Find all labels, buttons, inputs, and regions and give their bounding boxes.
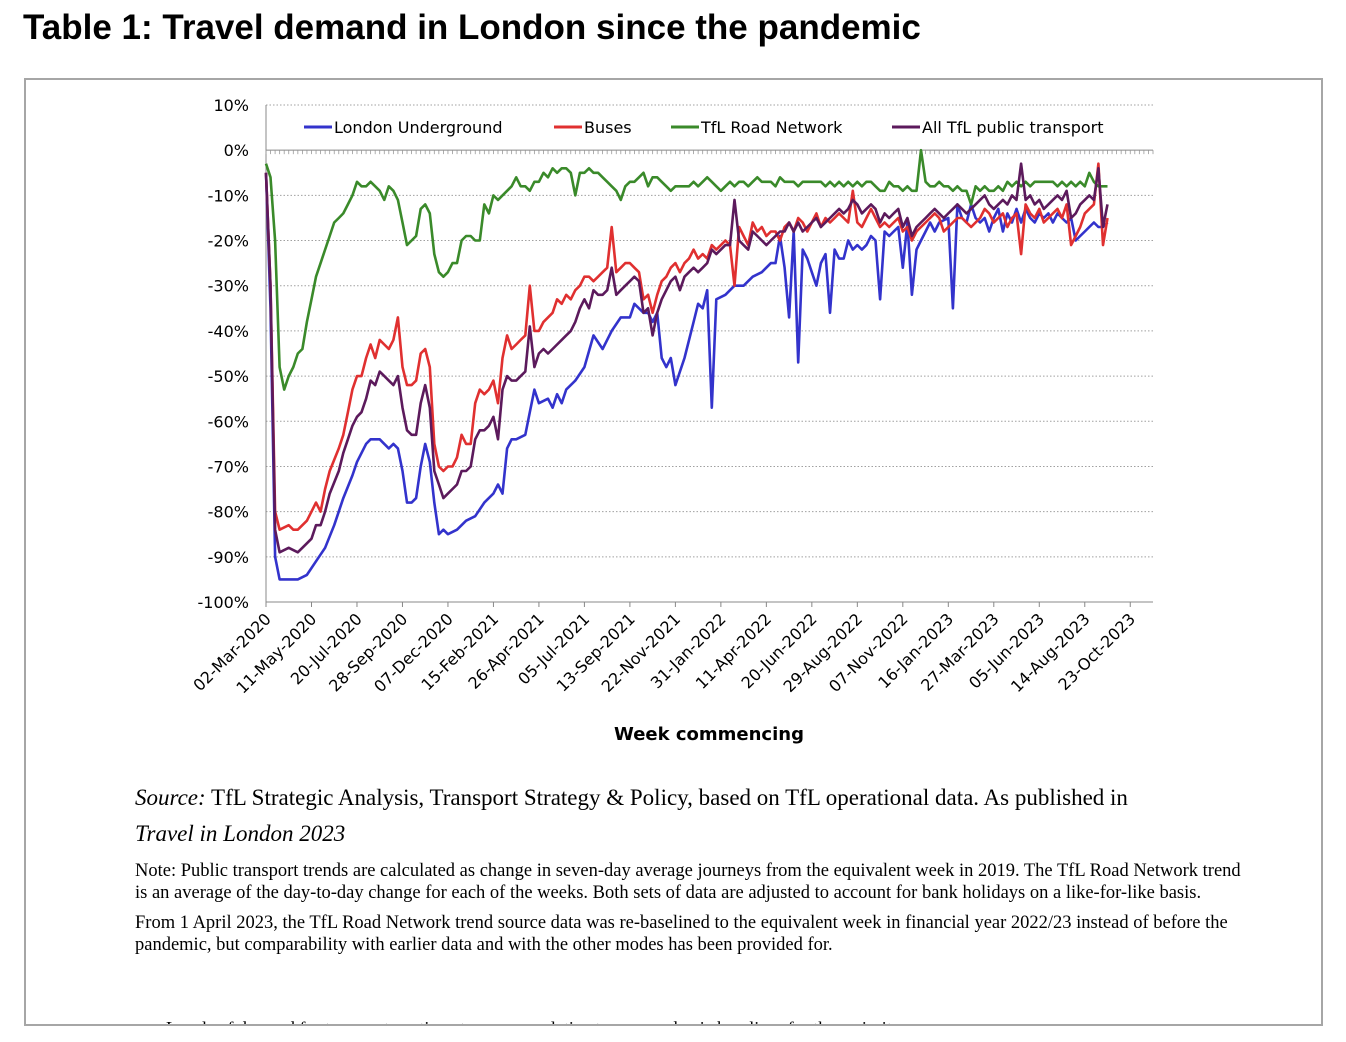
source-publication: Travel in London 2023 — [135, 821, 346, 846]
line-chart: 10% 0% -10% -20% -30% -40% -50% -60% -70% -80% -90… — [189, 96, 1154, 745]
note-paragraph-1: Note: Public transport trends are calcul… — [135, 861, 1241, 903]
figure-frame: 10% 0% -10% -20% -30% -40% -50% -60% -70% -80% -90… — [24, 78, 1323, 1026]
legend-label: All TfL public transport — [922, 118, 1103, 137]
page-title: Table 1: Travel demand in London since t… — [23, 8, 921, 47]
x-axis-title: Week commencing — [614, 724, 804, 745]
y-tick-label: -10% — [208, 186, 249, 205]
x-tick-label: 02-Mar-2020 — [189, 609, 274, 694]
source-line: Source: TfL Strategic Analysis, Transpor… — [135, 780, 1245, 852]
y-tick-label: -20% — [208, 232, 249, 251]
y-tick-label: -60% — [208, 412, 249, 431]
source-label: Source: — [135, 785, 206, 810]
legend-label: TfL Road Network — [700, 118, 843, 137]
legend-label: Buses — [584, 118, 632, 137]
x-tick-label: 07-Nov-2022 — [825, 609, 912, 696]
y-tick-label: -100% — [197, 593, 249, 612]
x-tick-label: 22-Nov-2021 — [598, 609, 685, 696]
y-tick-label: -80% — [208, 503, 249, 522]
y-tick-label: -30% — [208, 277, 249, 296]
x-tick-label: 07-Dec-2020 — [370, 609, 457, 696]
y-tick-label: 10% — [213, 96, 249, 115]
y-tick-label: -40% — [208, 322, 249, 341]
figure-notes: Source: TfL Strategic Analysis, Transpor… — [135, 780, 1245, 956]
y-tick-label: 0% — [224, 141, 249, 160]
x-tick-label: 14-Aug-2023 — [1007, 609, 1094, 696]
series-line-1 — [264, 172, 1109, 581]
legend-label: London Underground — [334, 118, 503, 137]
source-text: TfL Strategic Analysis, Transport Strate… — [211, 785, 1128, 810]
y-tick-label: -90% — [208, 548, 249, 567]
y-tick-label: -70% — [208, 457, 249, 476]
cut-off-body-text: Levels of demand for transport continue … — [166, 1018, 901, 1024]
y-tick-label: -50% — [208, 367, 249, 386]
x-tick-label: 29-Aug-2022 — [780, 609, 867, 696]
series-line-3 — [264, 148, 1108, 391]
series-line-4 — [264, 162, 1109, 554]
series-line-2 — [264, 162, 1109, 531]
note-paragraph-2: From 1 April 2023, the TfL Road Network … — [135, 913, 1228, 955]
